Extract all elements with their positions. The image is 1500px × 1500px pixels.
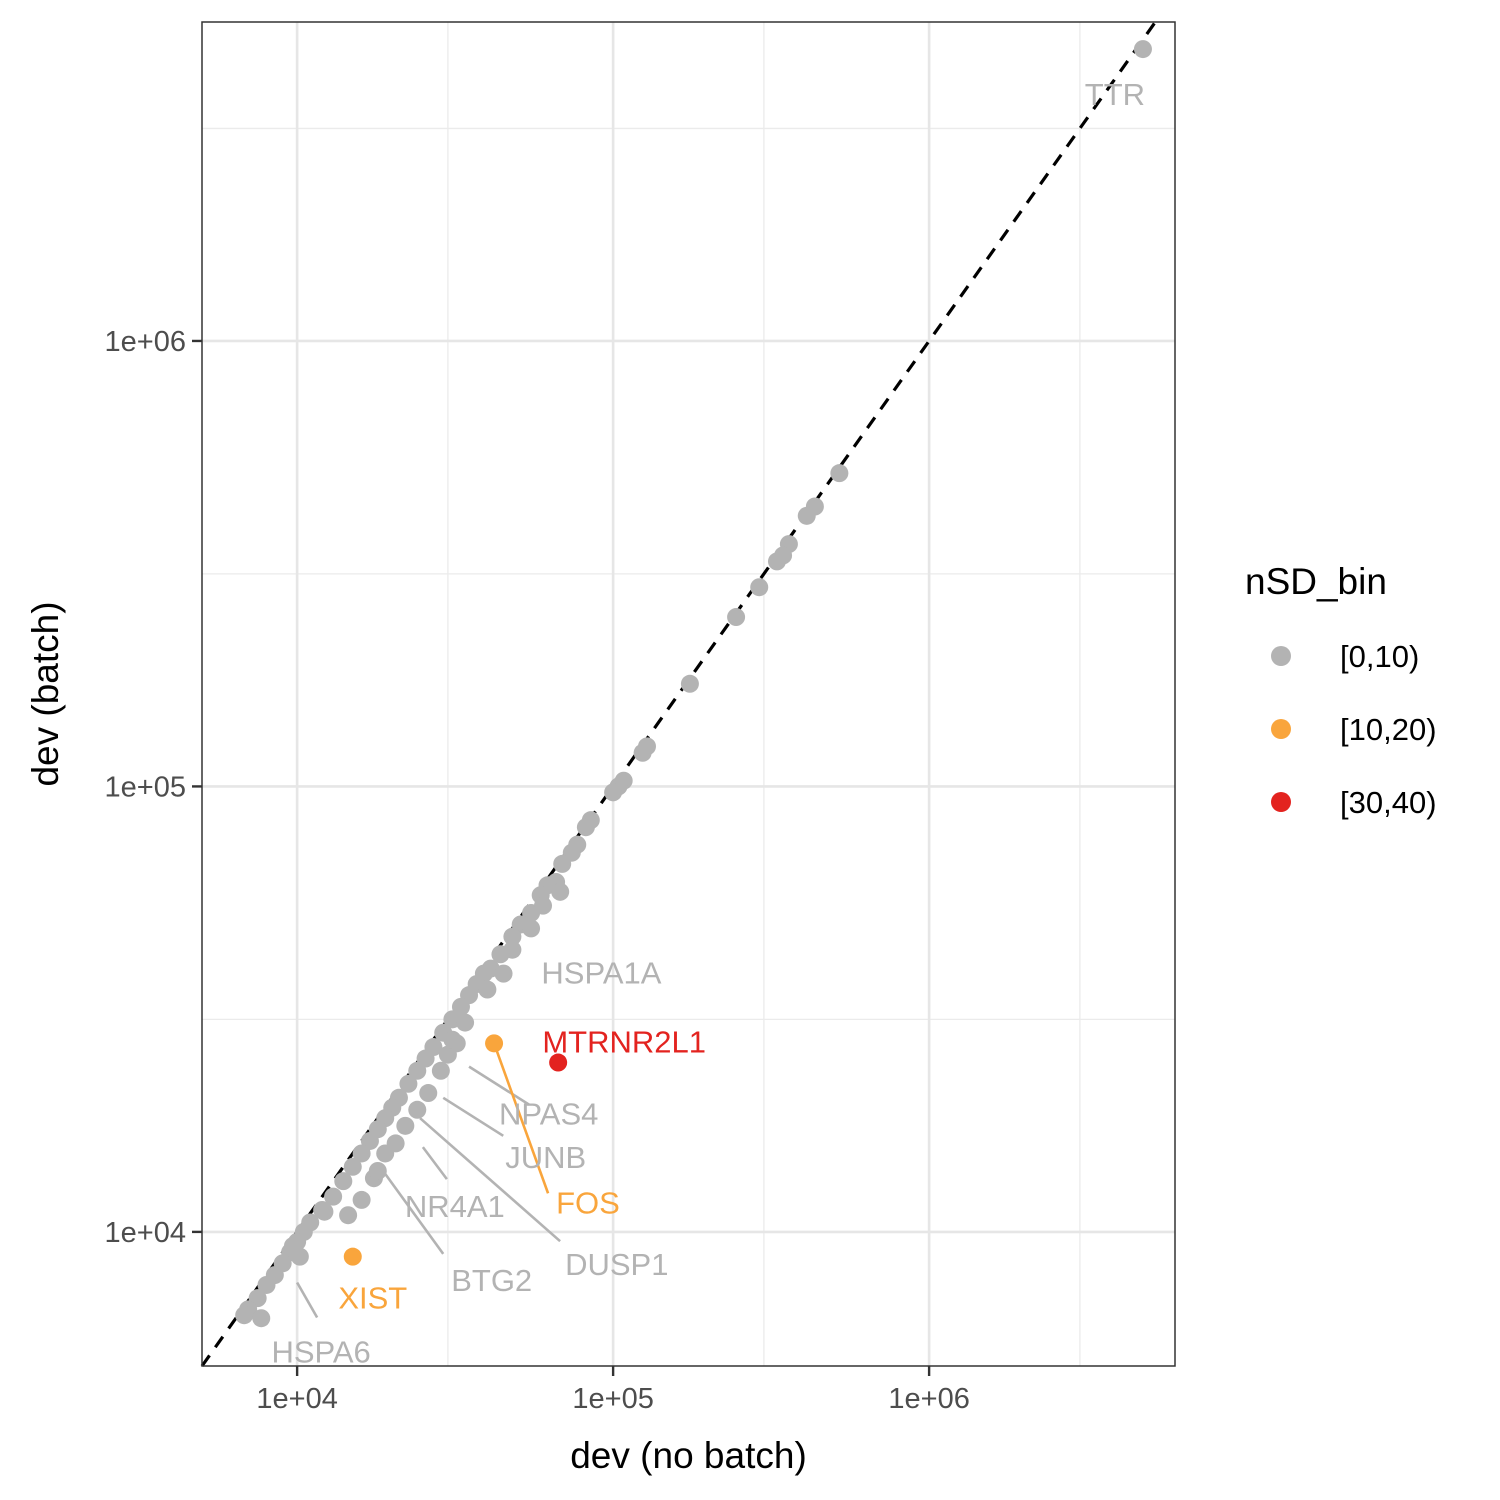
data-point <box>727 608 746 627</box>
point-labels: TTR HSPA1A MTRNR2L1 NPAS4 JUNB FOS NR4A1 DUSP1 B… <box>271 77 1145 1369</box>
point-label: JUNB <box>505 1140 586 1175</box>
data-point <box>352 1144 371 1163</box>
data-point <box>386 1134 405 1153</box>
x-tick-label: 1e+06 <box>888 1383 969 1415</box>
label-segment <box>468 1065 530 1106</box>
data-point <box>551 882 570 901</box>
data-point <box>485 1034 504 1053</box>
point-label: TTR <box>1085 77 1145 112</box>
data-point <box>339 1206 358 1225</box>
grid-major <box>202 22 1175 1366</box>
data-point <box>399 1074 418 1093</box>
data-point <box>443 1030 462 1049</box>
data-point <box>408 1061 427 1080</box>
data-point <box>334 1172 353 1191</box>
y-tick-label: 1e+05 <box>105 771 186 803</box>
data-point <box>419 1084 438 1103</box>
label-segments <box>295 1042 561 1319</box>
data-points <box>235 40 1152 1328</box>
point-label: FOS <box>556 1185 620 1220</box>
legend: nSD_bin [0,10) [10,20) [30,40) <box>1245 561 1437 820</box>
data-point <box>494 964 513 983</box>
panel-border <box>201 21 1176 1367</box>
y-axis-title: dev (batch) <box>25 601 66 786</box>
data-point <box>352 1190 371 1209</box>
data-point <box>750 578 769 597</box>
data-point <box>431 1061 450 1080</box>
label-segment <box>421 1146 448 1180</box>
point-label: HSPA6 <box>271 1334 370 1369</box>
label-segment <box>295 1281 319 1319</box>
data-point <box>522 919 541 938</box>
data-point <box>1133 40 1152 59</box>
data-point <box>235 1306 254 1325</box>
data-point <box>283 1236 302 1255</box>
data-point <box>830 464 849 483</box>
data-point <box>549 1053 568 1072</box>
label-segment <box>492 1042 550 1194</box>
data-point <box>343 1247 362 1266</box>
legend-key <box>1271 646 1291 666</box>
point-label: BTG2 <box>451 1263 532 1298</box>
data-point <box>680 674 699 693</box>
x-tick-label: 1e+05 <box>572 1383 653 1415</box>
point-label: XIST <box>338 1281 407 1316</box>
data-point <box>252 1309 271 1328</box>
data-point <box>343 1157 362 1176</box>
data-point <box>553 854 572 873</box>
point-label: NR4A1 <box>405 1189 505 1224</box>
data-point <box>324 1187 343 1206</box>
data-point <box>503 927 522 946</box>
data-point <box>503 940 522 959</box>
data-point <box>604 783 623 802</box>
legend-title: nSD_bin <box>1245 561 1387 602</box>
data-point <box>396 1116 415 1135</box>
data-point <box>257 1275 276 1294</box>
data-point <box>797 506 816 525</box>
data-point <box>315 1202 334 1221</box>
legend-key <box>1271 792 1291 812</box>
legend-key <box>1271 719 1291 739</box>
data-point <box>534 896 553 915</box>
label-segment <box>384 1173 445 1255</box>
data-point <box>408 1100 427 1119</box>
point-label: HSPA1A <box>541 956 661 991</box>
data-point <box>633 743 652 762</box>
label-segment <box>419 1117 561 1243</box>
x-axis: 1e+04 1e+05 1e+06 <box>256 1366 970 1415</box>
point-label: NPAS4 <box>499 1097 598 1132</box>
point-label: MTRNR2L1 <box>542 1025 706 1060</box>
legend-entries: [0,10) [10,20) [30,40) <box>1271 639 1437 820</box>
y-tick-label: 1e+04 <box>105 1217 186 1249</box>
legend-label: [10,20) <box>1340 712 1437 747</box>
data-point <box>576 818 595 837</box>
y-axis: 1e+04 1e+05 1e+06 <box>105 326 202 1249</box>
data-point <box>368 1161 387 1180</box>
x-axis-title: dev (no batch) <box>570 1435 807 1476</box>
point-label: DUSP1 <box>565 1247 668 1282</box>
data-point <box>478 980 497 999</box>
x-tick-label: 1e+04 <box>256 1383 337 1415</box>
y-tick-label: 1e+06 <box>105 326 186 358</box>
label-segment <box>442 1096 504 1137</box>
legend-label: [30,40) <box>1340 785 1437 820</box>
data-point <box>767 552 786 571</box>
data-point <box>456 1013 475 1032</box>
legend-label: [0,10) <box>1340 639 1419 674</box>
